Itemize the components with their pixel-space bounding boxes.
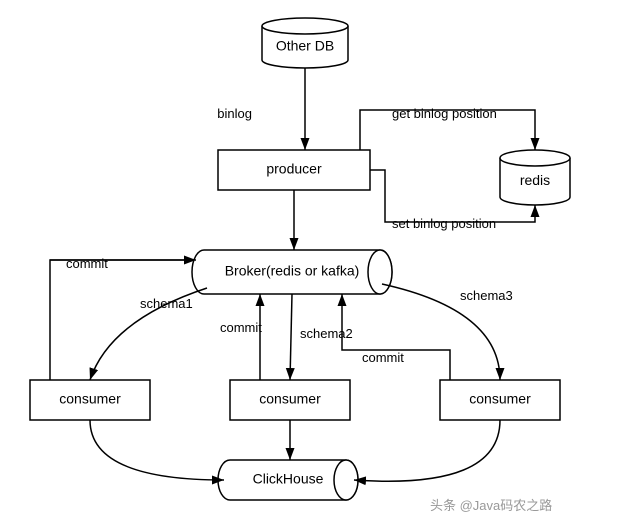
node-otherdb-label: Other DB xyxy=(276,38,334,54)
edge-label-binlog: binlog xyxy=(217,106,252,121)
node-producer-label: producer xyxy=(266,161,322,177)
node-consumer3: consumer xyxy=(440,380,560,420)
node-redis-label: redis xyxy=(520,172,550,188)
node-redis: redis xyxy=(500,150,570,205)
edge-c3-ch xyxy=(354,420,500,481)
edge-label-set_pos: set binlog position xyxy=(392,216,496,231)
node-otherdb: Other DB xyxy=(262,18,348,68)
node-consumer1-label: consumer xyxy=(59,391,121,407)
node-consumer2: consumer xyxy=(230,380,350,420)
node-consumer3-label: consumer xyxy=(469,391,531,407)
edge-label-schema1: schema1 xyxy=(140,296,193,311)
edge-label-commit3: commit xyxy=(362,350,404,365)
watermark: 头条 @Java码农之路 xyxy=(430,498,552,513)
node-producer: producer xyxy=(218,150,370,190)
edge-label-schema3: schema3 xyxy=(460,288,513,303)
node-consumer1: consumer xyxy=(30,380,150,420)
edge-label-schema2: schema2 xyxy=(300,326,353,341)
edge-c1-ch xyxy=(90,420,224,480)
node-clickhouse: ClickHouse xyxy=(218,460,358,500)
edge-commit3 xyxy=(342,294,450,380)
node-clickhouse-label: ClickHouse xyxy=(253,471,324,487)
edge-label-get_pos: get binlog position xyxy=(392,106,497,121)
edge-label-commit1: commit xyxy=(66,256,108,271)
node-broker-label: Broker(redis or kafka) xyxy=(225,263,360,279)
edge-label-commit2: commit xyxy=(220,320,262,335)
edge-commit1a xyxy=(50,260,192,380)
edge-schema2 xyxy=(290,294,292,380)
node-broker: Broker(redis or kafka) xyxy=(192,250,392,294)
node-consumer2-label: consumer xyxy=(259,391,321,407)
